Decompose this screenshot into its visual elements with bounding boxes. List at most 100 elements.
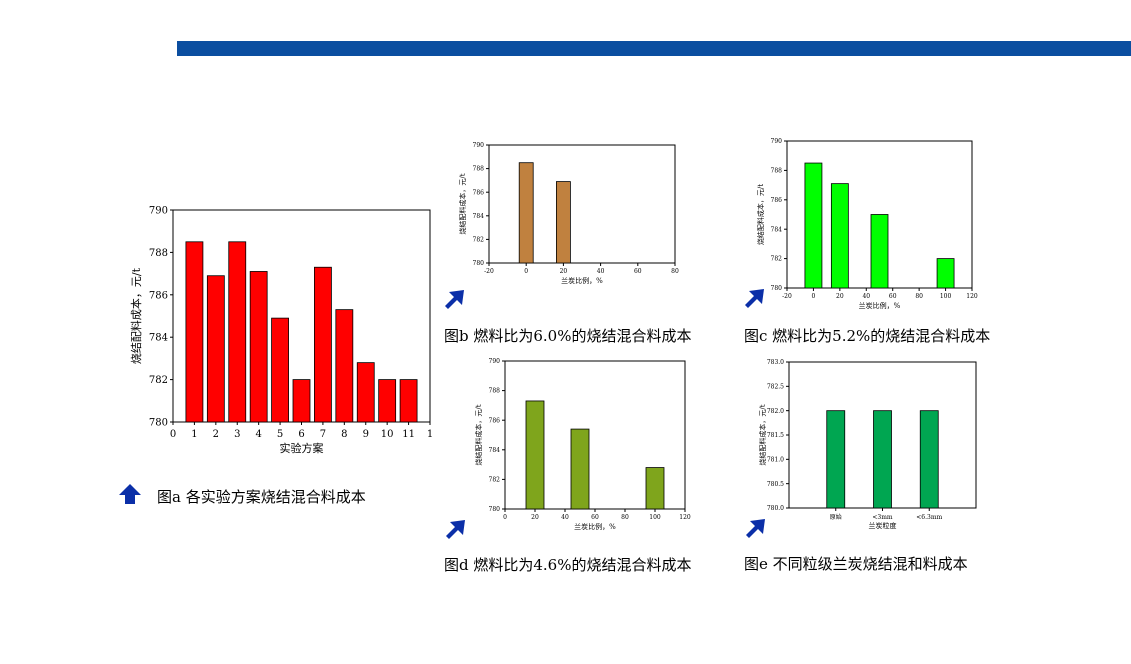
y-tick-label: 788 — [771, 168, 783, 175]
y-tick-label: 782 — [489, 477, 501, 484]
x-tick-label: 2 — [213, 429, 219, 440]
y-axis-label: 烧结配料成本，元/t — [129, 267, 143, 364]
x-tick-label: 40 — [862, 293, 870, 300]
y-axis-label: 烧结配料成本，元/t — [758, 404, 767, 465]
x-tick-label: 5 — [277, 429, 283, 440]
bar — [645, 467, 665, 510]
y-tick-label: 784 — [149, 333, 168, 344]
x-tick-label: 80 — [915, 293, 923, 300]
y-axis-label: 烧结配料成本，元/t — [756, 184, 765, 245]
x-tick-label: 4 — [255, 429, 261, 440]
x-tick-label: 10 — [381, 429, 394, 440]
caption-e: 图e 不同粒级兰炭烧结混和料成本 — [744, 555, 968, 573]
arrow-up-icon — [119, 484, 141, 504]
y-tick-label: 782.5 — [767, 383, 784, 390]
x-axis-label: 兰炭比例，% — [574, 522, 616, 531]
arrow-up-right-icon — [746, 519, 765, 538]
arrow-up-right-icon — [445, 290, 464, 309]
x-tick-label: 0 — [812, 293, 816, 300]
x-tick-label: 11 — [402, 429, 415, 440]
x-tick-label: 原始 — [830, 513, 842, 521]
y-axis-label: 烧结配料成本，元/t — [458, 173, 467, 234]
x-tick-label: 7 — [320, 429, 326, 440]
x-tick-label: 120 — [679, 514, 691, 521]
y-tick-label: 780 — [149, 418, 168, 429]
x-tick-label: 0 — [170, 429, 176, 440]
bar — [804, 162, 823, 289]
x-tick-label: 40 — [597, 268, 605, 275]
bar — [206, 275, 225, 423]
y-tick-label: 782 — [771, 256, 783, 263]
y-tick-label: 782.0 — [767, 408, 784, 415]
chart-c: 780 782 784 786 788 790 -20 0 20 40 60 80 100 120 兰炭比例… — [756, 138, 978, 310]
y-tick-label: 786 — [771, 197, 783, 204]
bar — [826, 410, 846, 509]
arrow-up-right-icon — [446, 520, 465, 539]
x-tick-label: 0 — [503, 514, 507, 521]
arrow-up-right-icon — [745, 289, 764, 308]
chart-d: 780 782 784 786 788 790 0 20 40 60 80 100 120 兰炭比例，% 烧… — [474, 358, 691, 531]
x-tick-label: <6.3mm — [916, 514, 942, 521]
y-tick-label: 786 — [149, 290, 168, 301]
bar — [185, 241, 204, 423]
bar — [314, 266, 332, 423]
y-tick-label: 786 — [489, 417, 501, 424]
y-axis-label: 烧结配料成本，元/t — [474, 404, 483, 465]
caption-b: 图b 燃料比为6.0%的烧结混合料成本 — [444, 327, 692, 345]
x-tick-label: 40 — [561, 514, 569, 521]
x-tick-label: -20 — [782, 293, 792, 300]
chart-e: 780.0 780.5 781.0 781.5 782.0 782.5 783.0 原始 <3m… — [758, 359, 977, 530]
x-tick-label: -20 — [484, 268, 494, 275]
x-tick-label: 8 — [341, 429, 347, 440]
x-tick-label: 0 — [524, 268, 528, 275]
bar — [936, 258, 955, 289]
x-tick-label: 1 — [191, 429, 197, 440]
x-tick-label: 80 — [671, 268, 679, 275]
bar — [518, 162, 534, 264]
y-tick-label: 790 — [149, 206, 168, 217]
x-tick-label: 20 — [531, 514, 539, 521]
x-tick-label: 80 — [621, 514, 629, 521]
y-tick-label: 781.5 — [767, 432, 784, 439]
x-tick-label: 9 — [363, 429, 369, 440]
x-tick-label: 20 — [560, 268, 568, 275]
y-tick-label: 783.0 — [767, 359, 784, 366]
bar — [830, 183, 849, 289]
bar — [292, 379, 311, 423]
bar — [556, 181, 571, 264]
bar — [249, 271, 268, 423]
y-tick-label: 790 — [771, 138, 783, 145]
x-axis-label: 兰炭比例，% — [859, 301, 901, 310]
bar — [356, 362, 375, 423]
bar — [570, 428, 590, 510]
bar — [919, 410, 939, 509]
y-tick-label: 782 — [149, 375, 168, 386]
y-tick-label: 788 — [149, 248, 168, 259]
y-tick-label: 780.0 — [767, 505, 784, 512]
y-tick-label: 788 — [489, 388, 501, 395]
y-tick-label: 780 — [771, 285, 783, 292]
bar — [525, 400, 545, 510]
x-tick-label: 120 — [966, 293, 978, 300]
chart-b: 780 782 784 786 788 790 -20 0 20 40 60 80 兰炭比例，% 烧结配料… — [458, 142, 679, 285]
bar — [399, 379, 418, 423]
y-tick-label: 780.5 — [767, 481, 784, 488]
y-tick-label: 790 — [473, 142, 485, 149]
bar — [271, 317, 289, 423]
y-tick-label: 786 — [473, 189, 485, 196]
plot-frame — [488, 144, 676, 264]
title-accent-bar — [177, 41, 1131, 56]
y-tick-label: 784 — [473, 213, 485, 220]
x-tick-label: 1 — [427, 429, 433, 440]
y-tick-label: 780 — [489, 506, 501, 513]
x-tick-label: 6 — [298, 429, 304, 440]
bar — [870, 214, 889, 289]
bar — [228, 241, 247, 423]
x-axis-label: 兰炭比例，% — [561, 276, 603, 285]
x-tick-label: 60 — [591, 514, 599, 521]
caption-d: 图d 燃料比为4.6%的烧结混合料成本 — [444, 556, 692, 574]
y-tick-label: 780 — [473, 260, 485, 267]
y-tick-label: 781.0 — [767, 456, 784, 463]
caption-c: 图c 燃料比为5.2%的烧结混合料成本 — [744, 327, 991, 345]
y-tick-label: 788 — [473, 166, 485, 173]
